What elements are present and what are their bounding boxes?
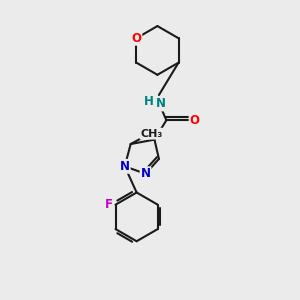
Text: CH₃: CH₃ — [140, 129, 163, 139]
Text: N: N — [140, 167, 151, 180]
Text: H: H — [144, 95, 154, 108]
Text: O: O — [131, 32, 141, 45]
Text: O: O — [190, 114, 200, 127]
Text: N: N — [120, 160, 130, 173]
Text: F: F — [105, 198, 113, 211]
Text: N: N — [155, 98, 165, 110]
